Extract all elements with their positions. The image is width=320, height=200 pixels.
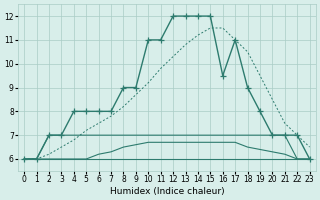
X-axis label: Humidex (Indice chaleur): Humidex (Indice chaleur) bbox=[109, 187, 224, 196]
